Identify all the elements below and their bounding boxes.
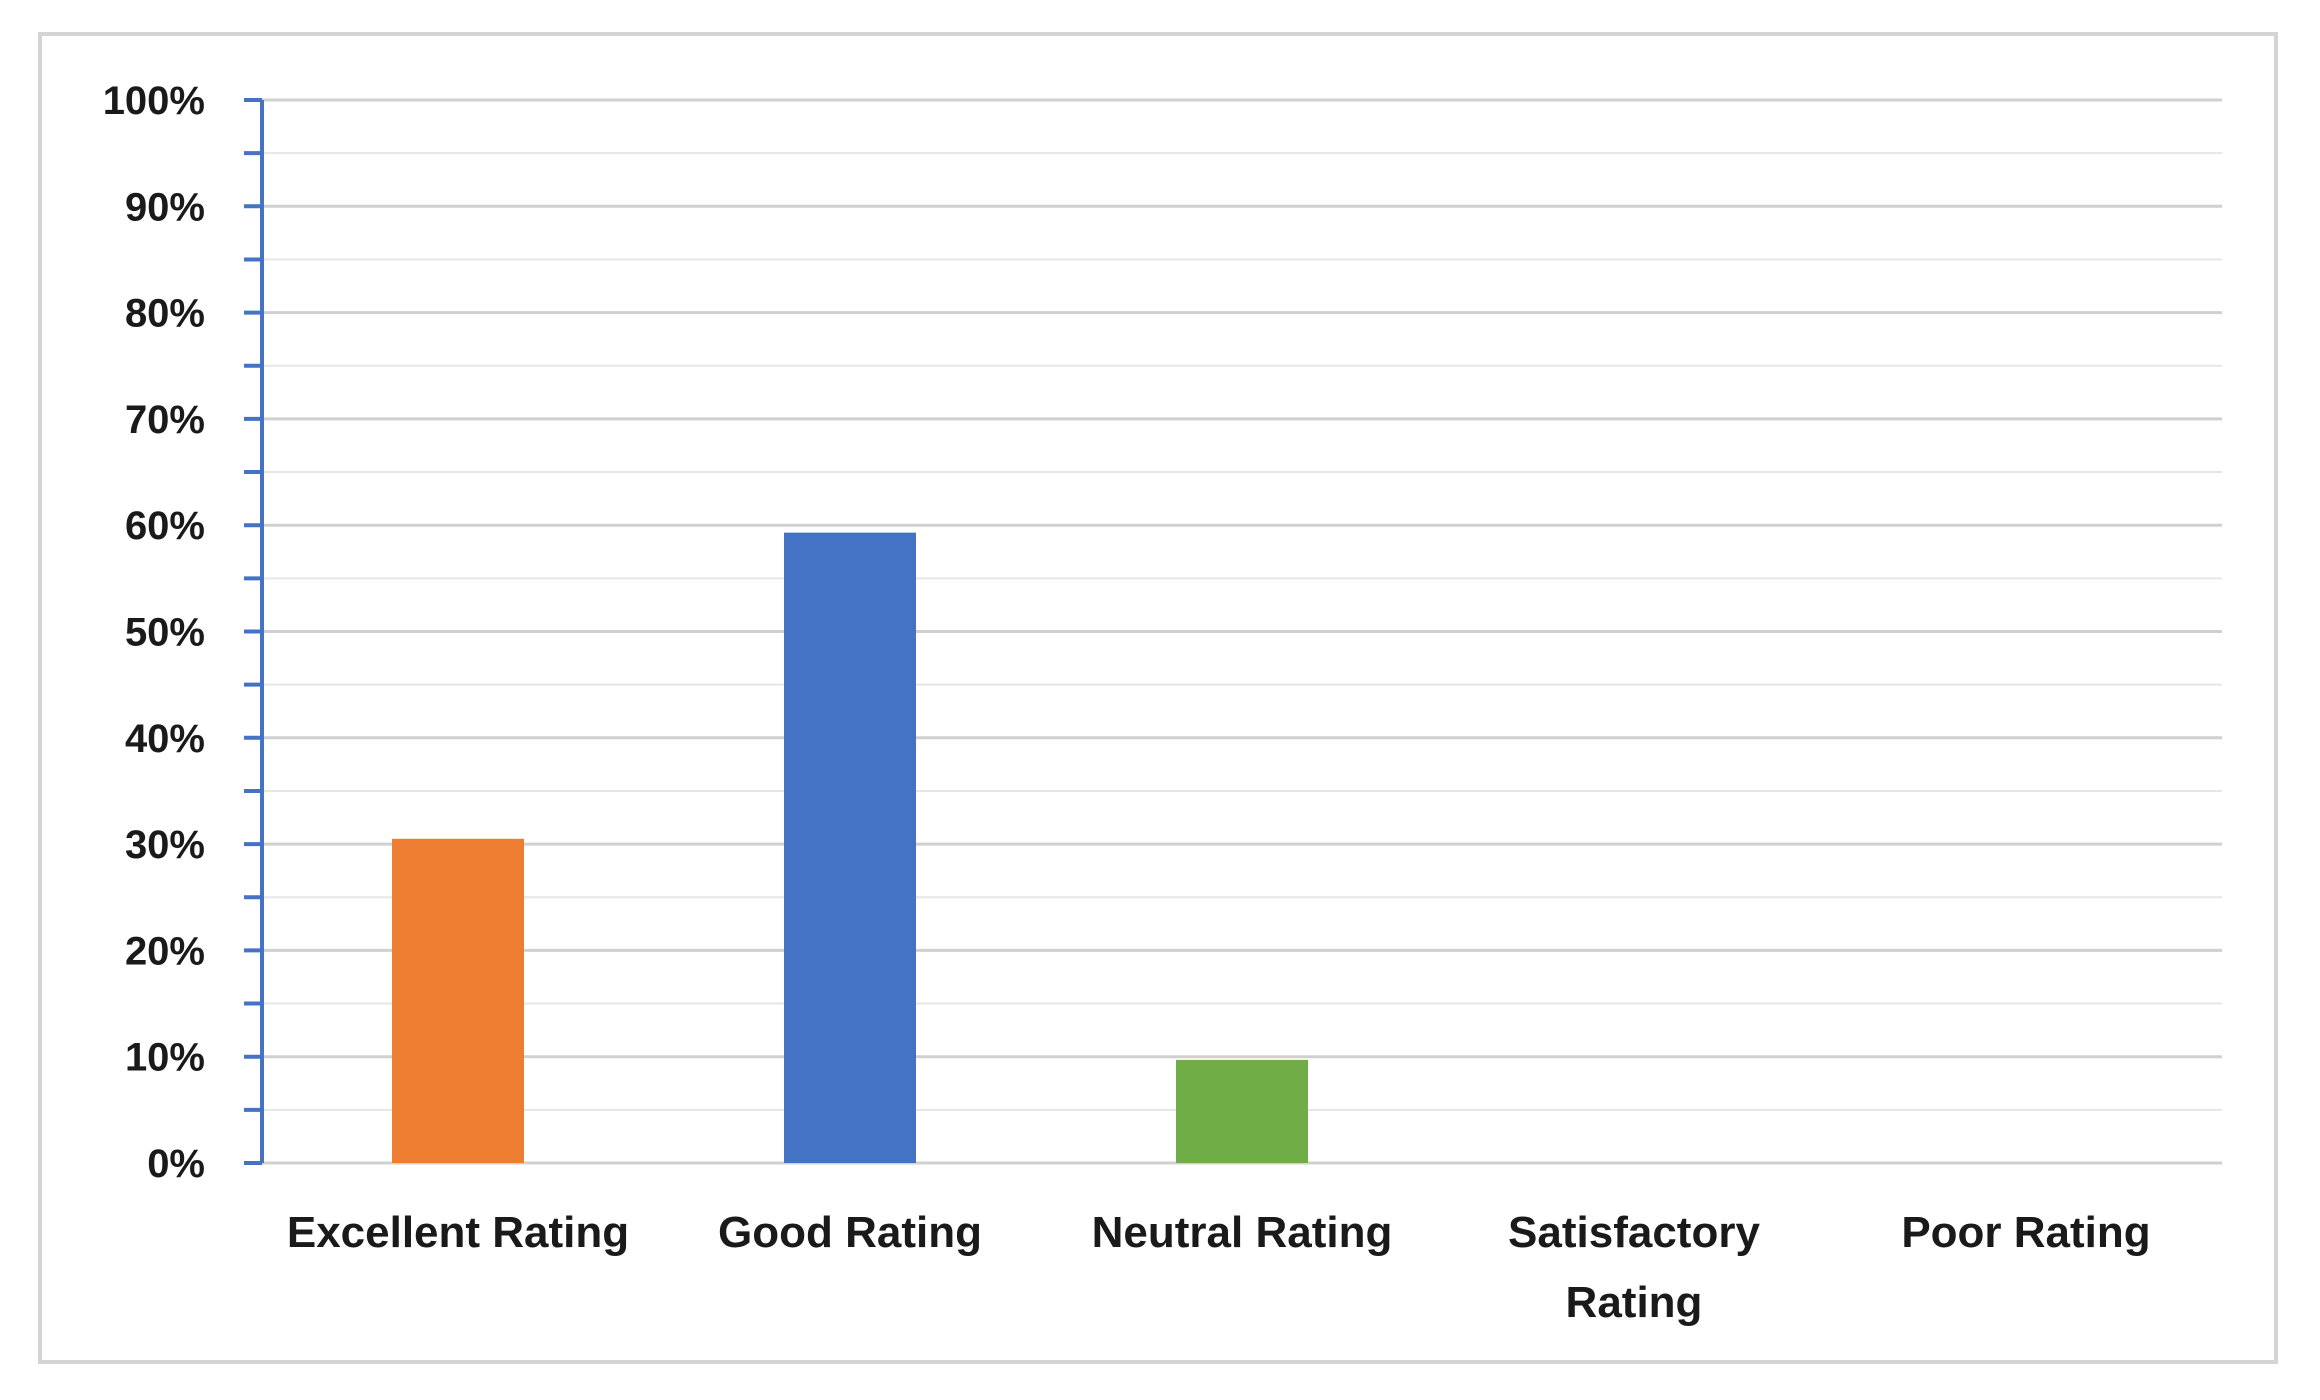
y-tick-label: 70% xyxy=(125,398,205,442)
y-tick-label: 100% xyxy=(103,79,205,123)
x-tick-label: Rating xyxy=(1566,1278,1703,1327)
bar-excellent-rating xyxy=(392,838,524,1163)
y-tick-label: 40% xyxy=(125,717,205,761)
x-tick-label: Neutral Rating xyxy=(1092,1208,1393,1257)
x-tick-label: Poor Rating xyxy=(1901,1208,2150,1257)
y-axis xyxy=(244,98,264,1165)
y-tick-label: 90% xyxy=(125,185,205,229)
x-tick-label: Satisfactory xyxy=(1508,1208,1760,1257)
x-category-labels: Excellent Rating Good Rating Neutral Ratin… xyxy=(287,1208,2151,1327)
y-tick-label: 0% xyxy=(147,1142,205,1186)
bar-good-rating xyxy=(784,532,916,1163)
y-tick-label: 10% xyxy=(125,1036,205,1080)
y-tick-label: 30% xyxy=(125,823,205,867)
y-tick-label: 60% xyxy=(125,504,205,548)
grid-lines xyxy=(262,98,2222,1165)
bar-neutral-rating xyxy=(1176,1059,1308,1163)
x-tick-label: Excellent Rating xyxy=(287,1208,629,1257)
y-tick-label: 50% xyxy=(125,611,205,655)
y-tick-labels: 0% 10% 20% 30% 40% 50% 60% 70% 80% 90% 100% xyxy=(103,79,205,1186)
x-tick-label: Good Rating xyxy=(718,1208,982,1257)
y-tick-label: 80% xyxy=(125,292,205,336)
y-tick-label: 20% xyxy=(125,929,205,973)
bars xyxy=(392,532,1308,1163)
